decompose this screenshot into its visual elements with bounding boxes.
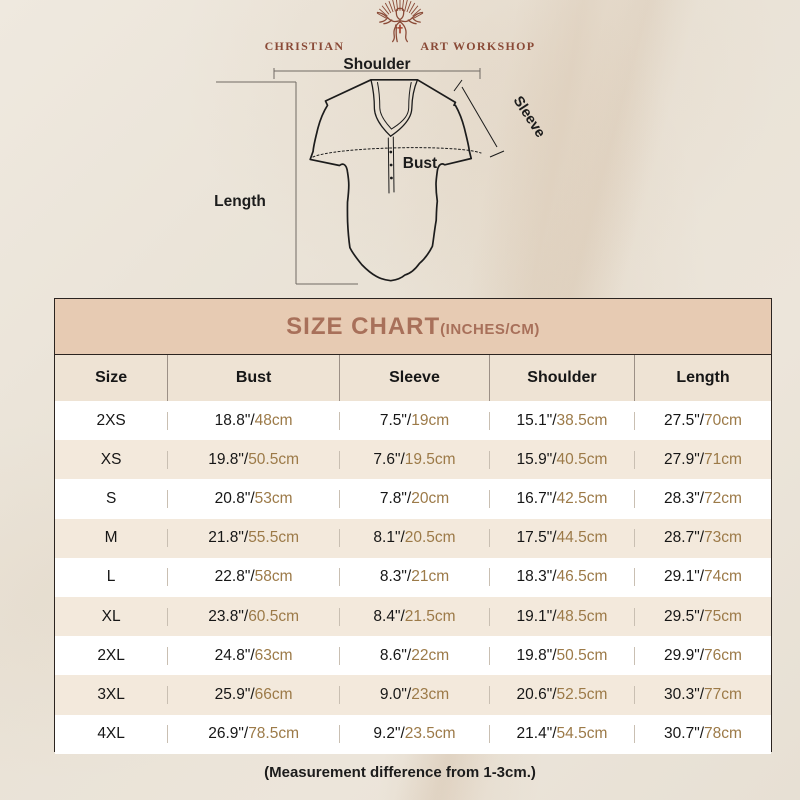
svg-text:Shoulder: Shoulder xyxy=(343,56,410,73)
svg-text:Sleeve: Sleeve xyxy=(510,93,548,140)
svg-text:Length: Length xyxy=(214,193,266,210)
svg-text:Bust: Bust xyxy=(403,155,437,172)
